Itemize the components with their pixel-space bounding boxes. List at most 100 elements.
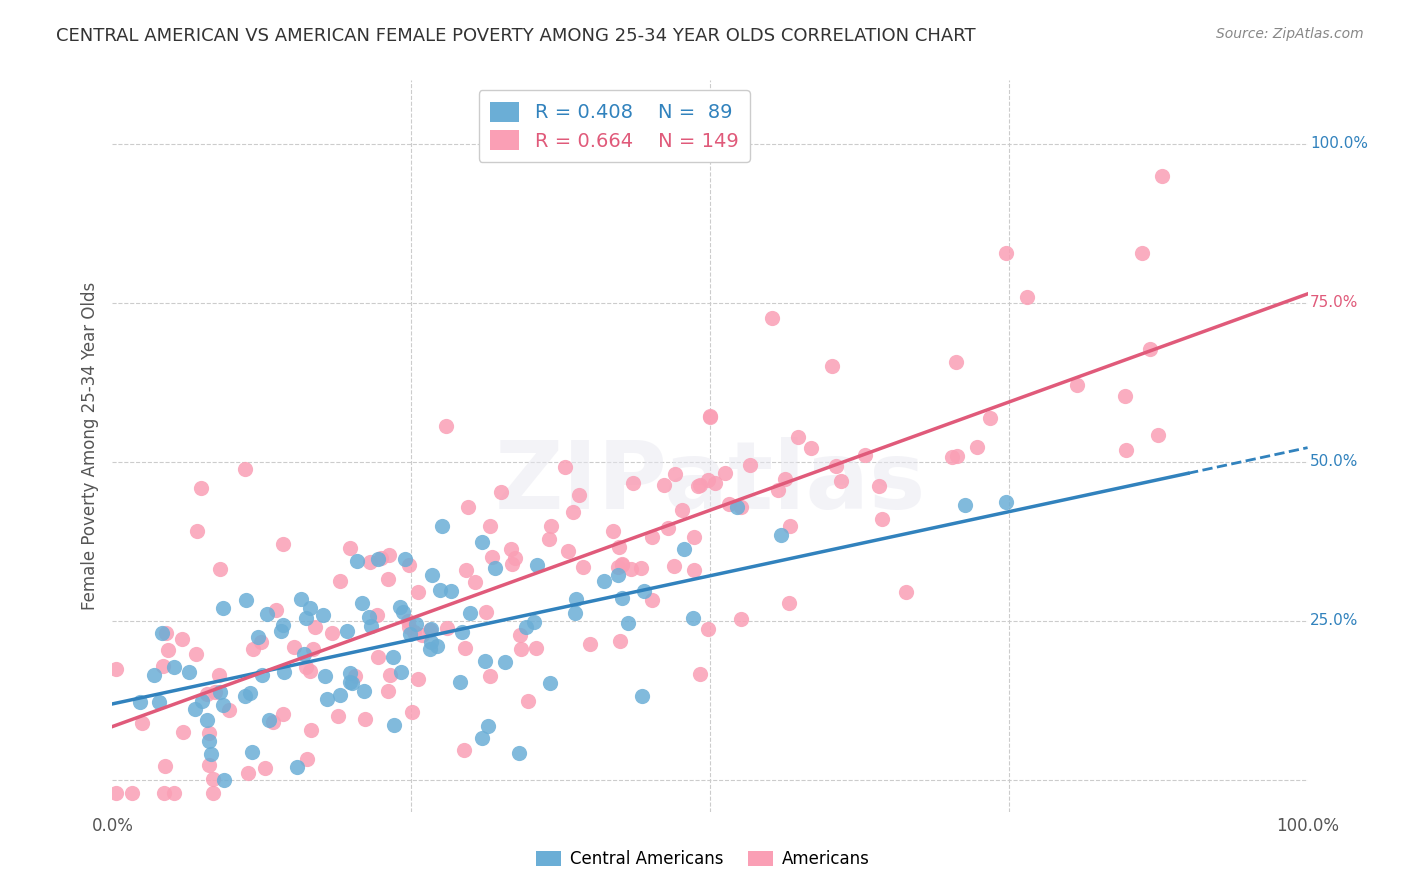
Point <box>339 541 361 556</box>
Point <box>523 615 546 629</box>
Point <box>299 723 322 737</box>
Point <box>602 524 624 538</box>
Point <box>401 705 423 719</box>
Point <box>301 641 323 656</box>
Point <box>451 625 474 640</box>
Point <box>148 695 170 709</box>
Point <box>699 409 721 424</box>
Point <box>315 692 337 706</box>
Point <box>508 746 530 760</box>
Text: 50.0%: 50.0% <box>1310 454 1358 469</box>
Point <box>501 557 523 571</box>
Point <box>339 675 361 690</box>
Point <box>283 640 305 654</box>
Point <box>471 731 494 746</box>
Point <box>155 625 177 640</box>
Point <box>672 541 695 556</box>
Point <box>257 714 280 728</box>
Point <box>328 708 350 723</box>
Point <box>236 766 259 780</box>
Point <box>568 488 591 502</box>
Point <box>779 519 801 533</box>
Point <box>761 311 783 326</box>
Point <box>304 619 326 633</box>
Point <box>478 519 501 533</box>
Point <box>607 568 630 582</box>
Point <box>246 631 269 645</box>
Point <box>419 634 441 648</box>
Point <box>979 411 1001 425</box>
Point <box>453 743 475 757</box>
Point <box>440 583 463 598</box>
Point <box>689 478 711 492</box>
Point <box>250 634 273 648</box>
Point <box>1115 442 1137 457</box>
Point <box>689 666 711 681</box>
Text: 25.0%: 25.0% <box>1310 614 1358 628</box>
Point <box>104 786 127 800</box>
Point <box>825 458 848 473</box>
Point <box>262 714 284 729</box>
Point <box>359 556 381 570</box>
Point <box>233 462 256 476</box>
Text: CENTRAL AMERICAN VS AMERICAN FEMALE POVERTY AMONG 25-34 YEAR OLDS CORRELATION CH: CENTRAL AMERICAN VS AMERICAN FEMALE POVE… <box>56 27 976 45</box>
Point <box>212 772 235 787</box>
Point <box>571 560 593 574</box>
Point <box>153 758 176 772</box>
Point <box>434 419 457 434</box>
Point <box>995 494 1018 508</box>
Point <box>389 665 412 679</box>
Point <box>172 725 194 739</box>
Text: 75.0%: 75.0% <box>1310 295 1358 310</box>
Point <box>353 684 375 698</box>
Point <box>398 627 420 641</box>
Point <box>153 786 176 800</box>
Point <box>730 612 752 626</box>
Point <box>821 359 844 373</box>
Point <box>477 719 499 733</box>
Point <box>273 665 295 679</box>
Point <box>515 620 537 634</box>
Point <box>526 558 548 573</box>
Point <box>778 596 800 610</box>
Point <box>352 596 374 610</box>
Point <box>654 477 676 491</box>
Point <box>252 668 274 682</box>
Point <box>367 649 389 664</box>
Point <box>894 585 917 599</box>
Point <box>946 449 969 463</box>
Point <box>740 458 762 472</box>
Point <box>419 641 441 656</box>
Point <box>342 676 364 690</box>
Point <box>474 654 496 668</box>
Point <box>208 562 231 576</box>
Point <box>299 664 322 678</box>
Point <box>298 601 321 615</box>
Point <box>328 689 350 703</box>
Point <box>481 549 503 564</box>
Point <box>478 669 501 683</box>
Point <box>868 479 890 493</box>
Point <box>953 498 976 512</box>
Point <box>579 637 602 651</box>
Point <box>357 609 380 624</box>
Point <box>537 533 560 547</box>
Legend: Central Americans, Americans: Central Americans, Americans <box>530 844 876 875</box>
Point <box>454 640 477 655</box>
Point <box>1146 427 1168 442</box>
Point <box>254 761 277 775</box>
Point <box>172 632 194 647</box>
Point <box>593 574 616 588</box>
Point <box>360 619 382 633</box>
Point <box>945 355 967 369</box>
Point <box>197 687 219 701</box>
Point <box>768 483 790 497</box>
Point <box>1130 245 1153 260</box>
Point <box>630 561 652 575</box>
Point <box>198 725 221 739</box>
Point <box>633 584 655 599</box>
Point <box>800 441 823 455</box>
Point <box>378 668 401 682</box>
Point <box>995 246 1018 260</box>
Point <box>240 744 263 758</box>
